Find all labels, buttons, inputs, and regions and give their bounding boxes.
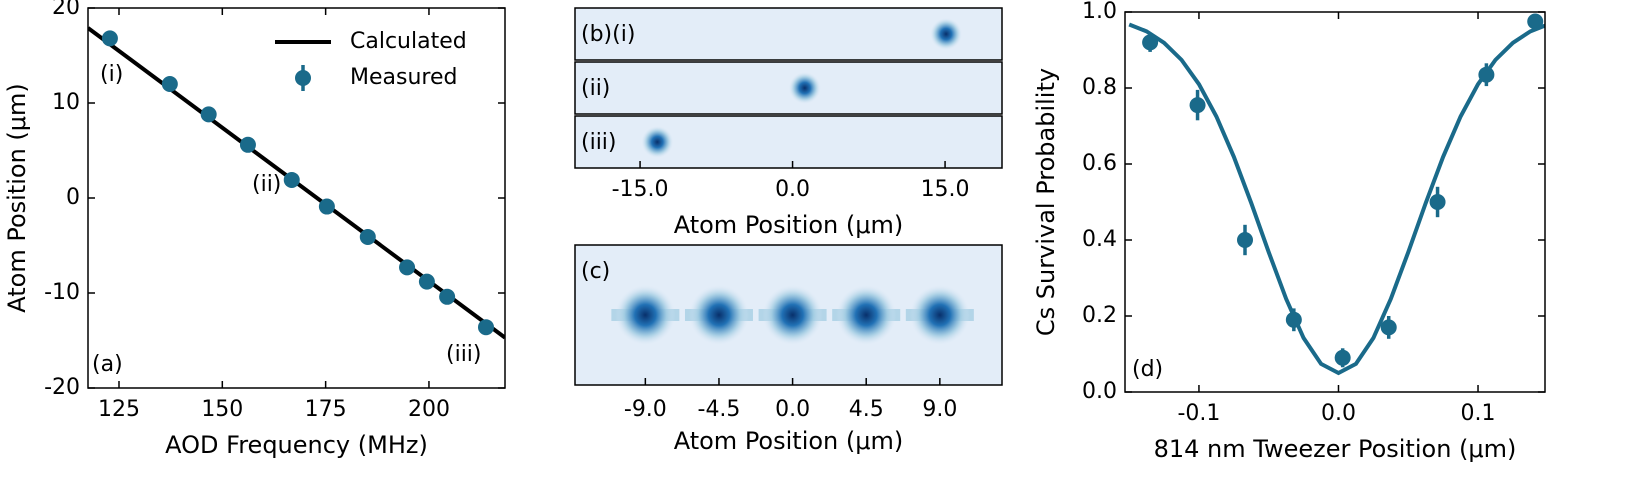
legend-marker	[295, 70, 311, 86]
atom-spot	[909, 285, 970, 345]
data-point	[359, 228, 376, 245]
data-point	[318, 198, 335, 215]
x-tick-label: -0.1	[1177, 401, 1220, 426]
atom-spot	[762, 285, 823, 345]
atom-spot	[641, 126, 674, 158]
data-point	[439, 288, 456, 305]
annotation: (iii)	[446, 342, 482, 367]
data-point	[1478, 66, 1495, 83]
y-tick-label: -10	[44, 280, 80, 305]
y-axis-label: Cs Survival Probability	[1032, 68, 1060, 336]
data-point	[399, 259, 416, 276]
x-tick-label: -15.0	[612, 177, 669, 202]
x-axis-label: AOD Frequency (MHz)	[165, 431, 428, 459]
data-point	[1334, 349, 1351, 366]
data-point	[161, 76, 178, 92]
y-tick-label: 0.6	[1082, 151, 1117, 176]
data-point	[101, 30, 118, 47]
x-tick-label: -4.5	[698, 397, 741, 422]
y-tick-label: -20	[44, 375, 80, 400]
x-axis-label: Atom Position (μm)	[674, 427, 904, 455]
axes-frame	[87, 7, 506, 389]
x-axis-label: Atom Position (μm)	[674, 211, 904, 239]
atom-spot	[836, 285, 897, 345]
y-tick-label: 10	[52, 90, 80, 115]
atom-spot	[788, 72, 821, 104]
y-tick-label: 0.4	[1082, 227, 1117, 252]
data-point	[283, 171, 300, 188]
atom-spot	[688, 285, 749, 345]
y-axis-label: Atom Position (μm)	[3, 83, 31, 313]
image-frame	[574, 115, 1003, 169]
image-frame	[574, 61, 1003, 115]
y-tick-label: 1.0	[1082, 0, 1117, 24]
legend-label: Measured	[350, 65, 457, 90]
x-tick-label: 0.0	[775, 177, 810, 202]
x-tick-label: 125	[98, 397, 140, 422]
x-tick-label: 175	[305, 397, 347, 422]
y-tick-label: 0.2	[1082, 303, 1117, 328]
y-tick-label: 20	[52, 0, 80, 20]
panel-label: (ii)	[581, 76, 610, 101]
data-point	[1189, 97, 1206, 114]
x-axis-label: 814 nm Tweezer Position (μm)	[1154, 435, 1517, 463]
data-point	[1285, 311, 1302, 328]
annotation: (a)	[92, 352, 123, 377]
data-point	[1429, 194, 1446, 210]
data-point	[1380, 319, 1397, 336]
y-tick-label: 0	[66, 185, 80, 210]
panel-label: (c)	[581, 259, 610, 284]
data-point	[200, 106, 217, 123]
panel-label: (b)(i)	[581, 22, 635, 47]
annotation: (i)	[100, 62, 123, 87]
x-tick-label: 0.0	[775, 397, 810, 422]
axes-frame	[1124, 11, 1546, 393]
x-tick-label: 200	[408, 397, 450, 422]
x-tick-label: 4.5	[849, 397, 884, 422]
line-series	[1128, 22, 1545, 376]
x-tick-label: 0.0	[1321, 401, 1356, 426]
data-point	[418, 273, 435, 290]
data-point	[1237, 232, 1253, 248]
x-tick-label: 150	[201, 397, 243, 422]
x-tick-label: 0.1	[1461, 401, 1496, 426]
y-tick-label: 0.8	[1082, 75, 1117, 100]
data-point	[477, 319, 494, 336]
data-point	[239, 136, 256, 153]
x-tick-label: 9.0	[922, 397, 957, 422]
atom-spot	[930, 18, 963, 50]
data-point	[1142, 34, 1159, 51]
annotation: (ii)	[252, 172, 281, 197]
panel-label: (iii)	[581, 130, 617, 155]
x-tick-label: 15.0	[921, 177, 970, 202]
atom-spot	[615, 285, 676, 345]
legend-label: Calculated	[350, 29, 467, 54]
annotation: (d)	[1132, 357, 1163, 382]
y-tick-label: 0.0	[1082, 379, 1117, 404]
data-point	[1527, 13, 1544, 30]
x-tick-label: -9.0	[624, 397, 667, 422]
